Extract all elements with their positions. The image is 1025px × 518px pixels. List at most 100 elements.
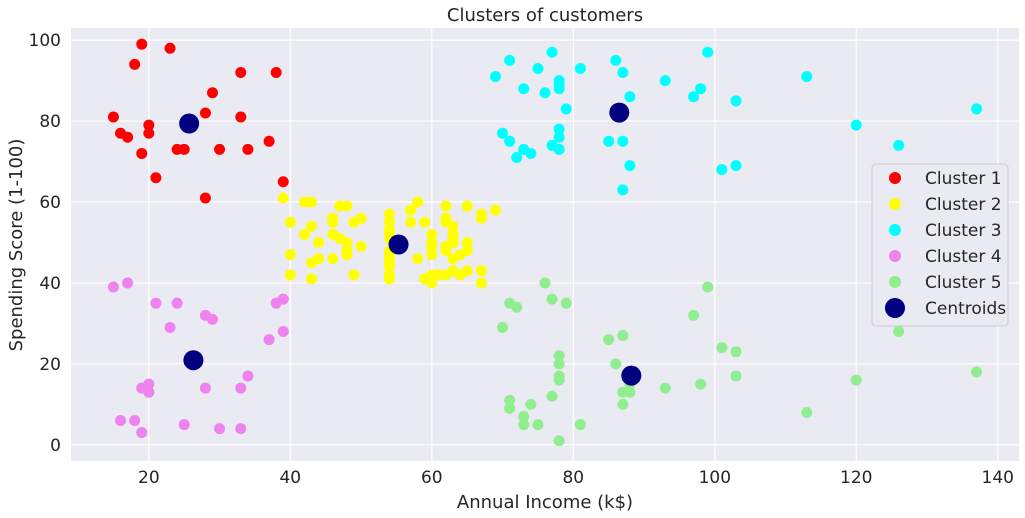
cluster-2-point: [306, 220, 318, 232]
legend-marker: [889, 224, 901, 236]
legend-entry: Cluster 3: [925, 221, 1002, 241]
cluster-3-point: [688, 91, 700, 103]
cluster-2-point: [412, 253, 424, 265]
cluster-2-point: [327, 216, 339, 228]
legend-marker: [885, 298, 905, 318]
cluster-3-point: [617, 184, 629, 196]
legend-marker: [889, 250, 901, 262]
cluster-5-point: [702, 281, 714, 293]
y-tick-label: 40: [39, 274, 61, 294]
x-tick-label: 80: [562, 468, 584, 488]
cluster-3-point: [730, 160, 742, 172]
cluster-5-point: [553, 435, 565, 447]
cluster-1-point: [242, 143, 254, 155]
cluster-3-point: [893, 139, 905, 151]
cluster-5-point: [971, 366, 983, 378]
cluster-4-point: [122, 277, 134, 289]
cluster-2-point: [475, 212, 487, 224]
cluster-5-point: [525, 398, 537, 410]
cluster-1-point: [263, 135, 275, 147]
cluster-3-point: [504, 54, 516, 66]
cluster-2-point: [348, 269, 360, 281]
cluster-4-point: [277, 326, 289, 338]
cluster-5-point: [560, 297, 572, 309]
cluster-1-point: [235, 111, 247, 123]
cluster-2-point: [383, 208, 395, 220]
legend-entry: Cluster 5: [925, 273, 1002, 293]
cluster-5-point: [504, 394, 516, 406]
cluster-5-point: [546, 390, 558, 402]
cluster-4-point: [136, 427, 148, 439]
y-tick-label: 20: [39, 355, 61, 375]
cluster-5-point: [617, 330, 629, 342]
cluster-3-point: [702, 46, 714, 58]
cluster-4-point: [235, 423, 247, 435]
legend-box: [871, 163, 1009, 327]
cluster-5-point: [532, 419, 544, 431]
centroid-point: [609, 102, 630, 123]
legend-entry: Cluster 4: [925, 247, 1002, 267]
cluster-5-point: [603, 334, 615, 346]
cluster-1-point: [235, 67, 247, 79]
cluster-2-point: [426, 228, 438, 240]
cluster-4-point: [277, 293, 289, 305]
cluster-4-point: [107, 281, 119, 293]
legend-entry: Centroids: [925, 299, 1006, 319]
cluster-2-point: [284, 269, 296, 281]
legend: Cluster 1 Cluster 2 Cluster 3 Cluster 4 Clus…: [871, 163, 1009, 327]
x-tick-labels: 20 40 60 80 100 120 140: [138, 468, 1014, 488]
cluster-4-point: [115, 415, 127, 427]
cluster-2-point: [405, 216, 417, 228]
centroid-point: [183, 350, 204, 371]
cluster-5-point: [539, 277, 551, 289]
cluster-5-point: [659, 382, 671, 394]
data-points: [107, 38, 983, 447]
cluster-5-point: [546, 293, 558, 305]
x-tick-label: 40: [279, 468, 301, 488]
cluster-3-point: [539, 87, 551, 99]
cluster-1-point: [136, 38, 148, 50]
cluster-2-point: [447, 236, 459, 248]
chart-title: Clusters of customers: [447, 5, 643, 26]
cluster-1-point: [136, 147, 148, 159]
cluster-3-point: [504, 135, 516, 147]
cluster-3-point: [511, 151, 523, 163]
cluster-3-point: [546, 46, 558, 58]
cluster-3-point: [801, 71, 813, 83]
cluster-5-point: [716, 342, 728, 354]
cluster-5-point: [617, 398, 629, 410]
cluster-5-point: [553, 350, 565, 362]
x-tick-label: 100: [699, 468, 731, 488]
cluster-3-point: [603, 135, 615, 147]
cluster-5-point: [553, 358, 565, 370]
cluster-2-point: [461, 236, 473, 248]
cluster-4-point: [199, 382, 211, 394]
cluster-2-point: [327, 253, 339, 265]
cluster-3-point: [525, 147, 537, 159]
cluster-3-point: [532, 62, 544, 74]
x-tick-label: 140: [982, 468, 1014, 488]
cluster-3-point: [617, 67, 629, 79]
cluster-4-point: [143, 386, 155, 398]
cluster-2-point: [461, 245, 473, 257]
cluster-4-point: [263, 334, 275, 346]
cluster-5-point: [850, 374, 862, 386]
cluster-1-point: [199, 107, 211, 119]
cluster-1-point: [143, 119, 155, 131]
cluster-3-point: [659, 75, 671, 87]
cluster-2-point: [383, 273, 395, 285]
cluster-5-point: [518, 410, 530, 422]
cluster-2-point: [475, 277, 487, 289]
centroid-point: [621, 365, 642, 386]
cluster-5-point: [695, 378, 707, 390]
cluster-3-point: [553, 123, 565, 135]
cluster-3-point: [489, 71, 501, 83]
cluster-3-point: [553, 83, 565, 95]
cluster-2-point: [461, 265, 473, 277]
cluster-3-point: [518, 83, 530, 95]
legend-entry: Cluster 1: [925, 169, 1002, 189]
cluster-3-point: [617, 135, 629, 147]
cluster-5-point: [893, 326, 905, 338]
cluster-2-point: [440, 200, 452, 212]
